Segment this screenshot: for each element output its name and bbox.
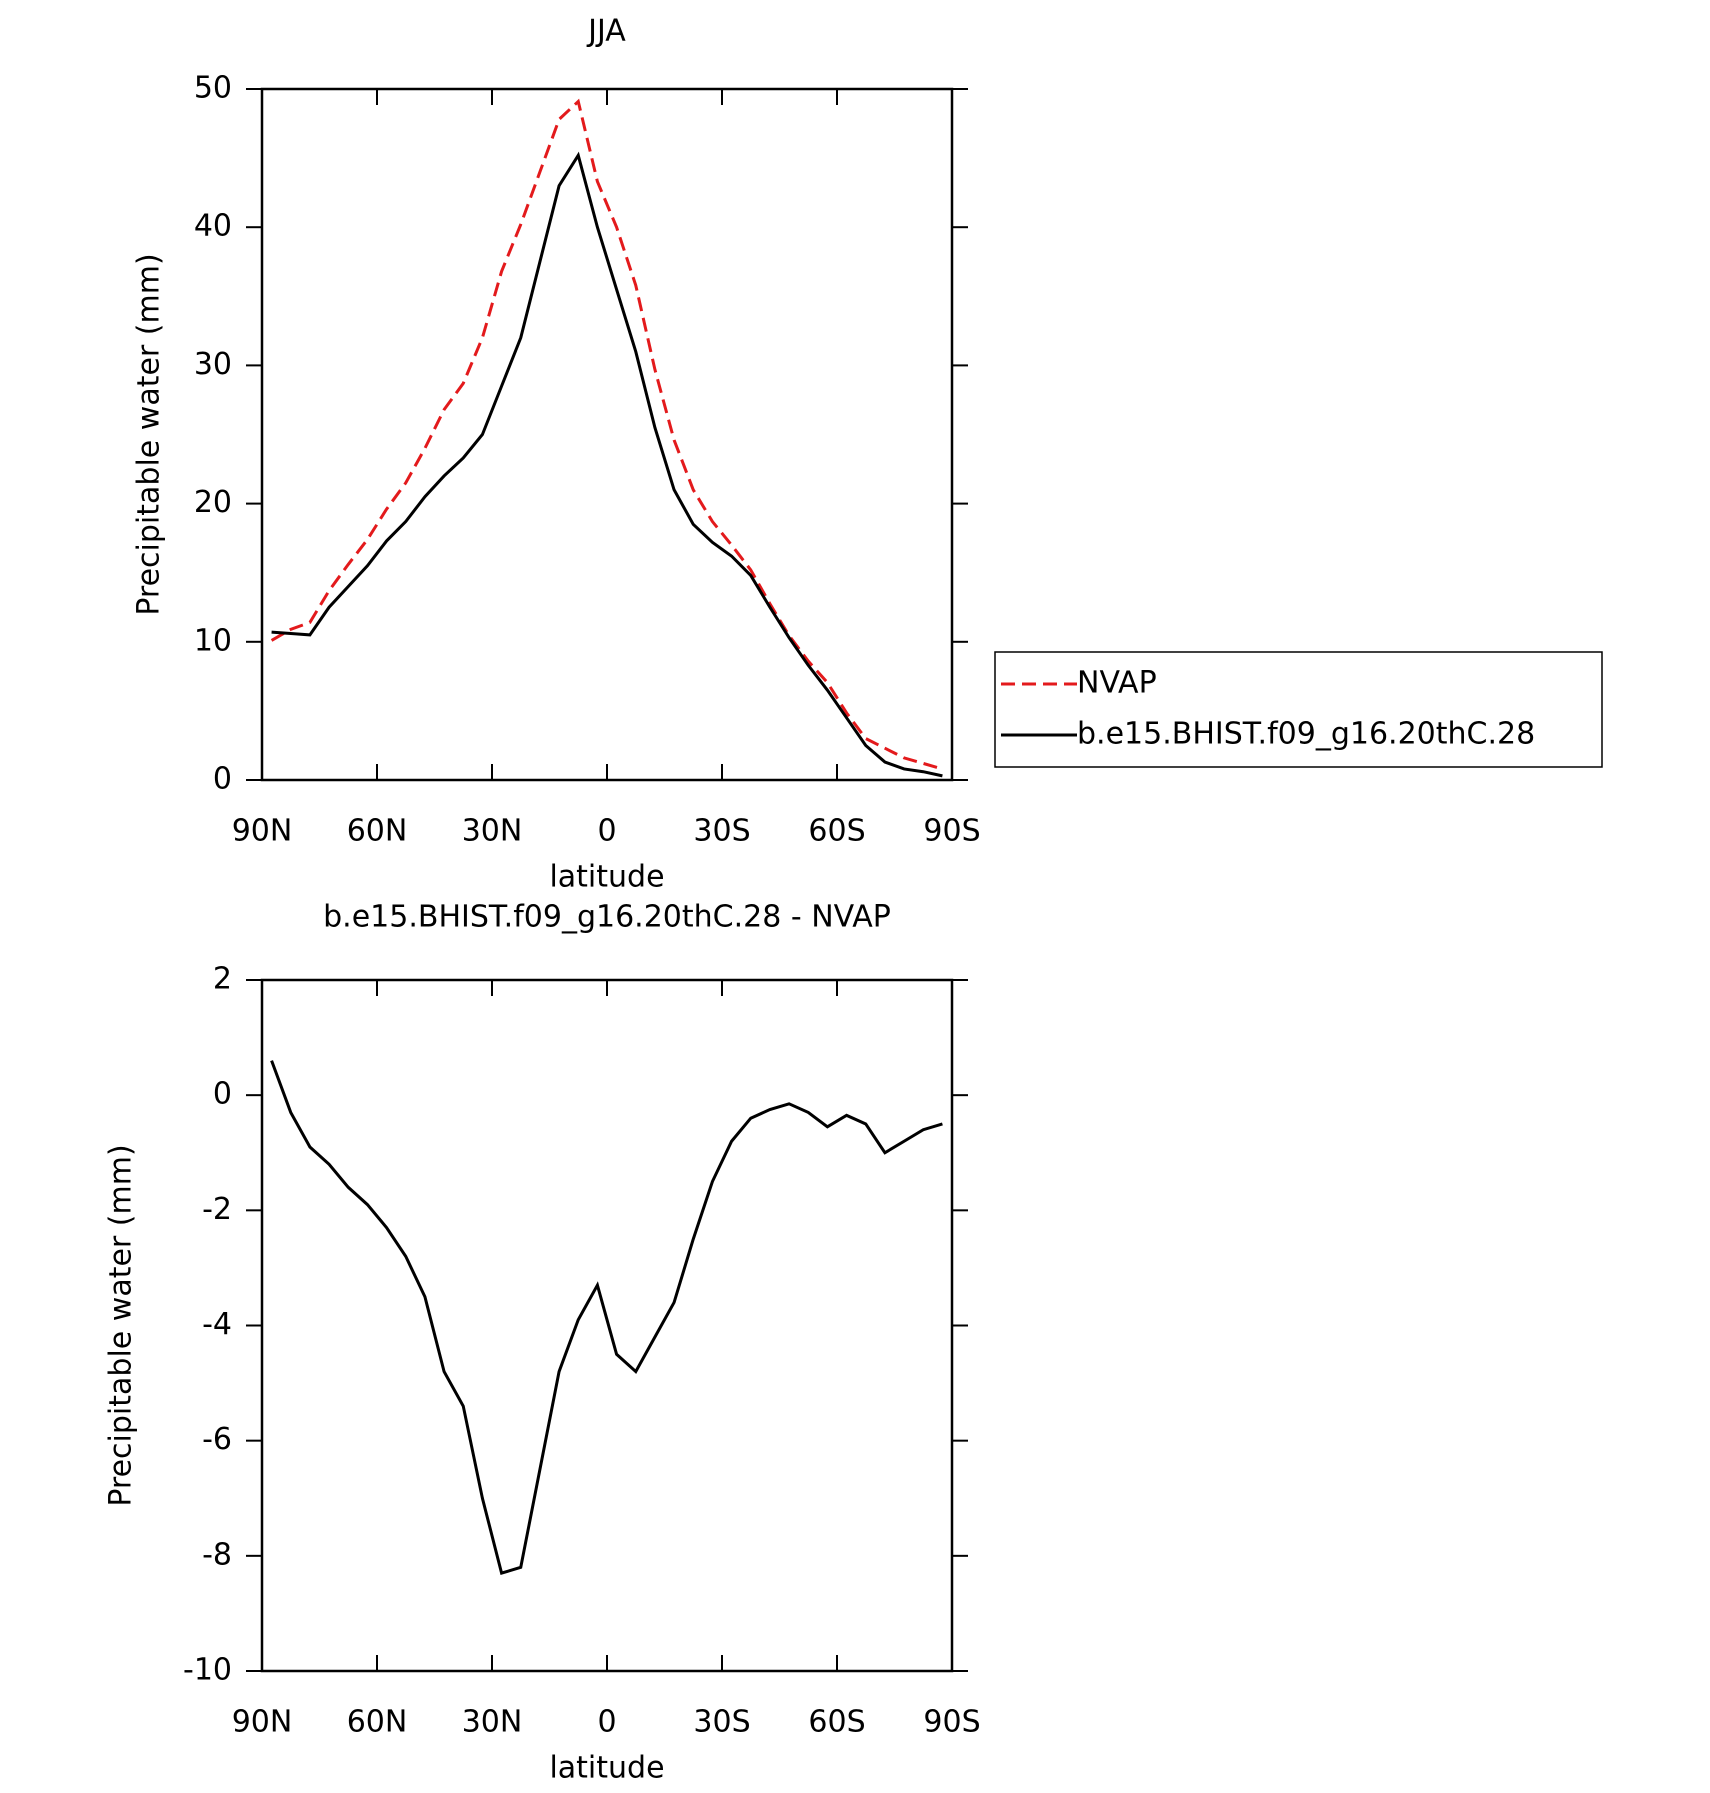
chart-title: JJA: [586, 14, 626, 49]
y-tick-label: 30: [194, 347, 232, 382]
x-axis-label: latitude: [549, 860, 664, 895]
y-tick-label: 40: [194, 209, 232, 244]
x-tick-label: 90S: [923, 814, 980, 849]
y-tick-label: -6: [202, 1422, 232, 1457]
x-tick-label: 90S: [923, 1705, 980, 1740]
data-line: [270, 98, 943, 771]
legend-box: [994, 651, 1603, 768]
chart-title: b.e15.BHIST.f09_g16.20thC.28 - NVAP: [323, 900, 891, 935]
x-tick-label: 90N: [232, 1705, 293, 1740]
x-tick-label: 30N: [462, 1705, 523, 1740]
data-line: [270, 1060, 943, 1575]
legend-label: b.e15.BHIST.f09_g16.20thC.28: [1077, 717, 1535, 752]
x-tick-label: 0: [597, 814, 616, 849]
y-tick-label: -8: [202, 1537, 232, 1572]
y-tick-label: 10: [194, 623, 232, 658]
y-tick-label: 20: [194, 485, 232, 520]
x-tick-label: 90N: [232, 814, 293, 849]
x-tick-label: 60S: [808, 814, 865, 849]
legend-label: NVAP: [1077, 666, 1157, 701]
x-tick-label: 30S: [693, 1705, 750, 1740]
y-tick-label: -10: [183, 1653, 232, 1688]
y-tick-label: 2: [213, 962, 232, 997]
x-tick-label: 30N: [462, 814, 523, 849]
plot-frame: [260, 978, 954, 1673]
x-tick-label: 60N: [347, 1705, 408, 1740]
y-tick-label: 50: [194, 71, 232, 106]
x-axis-label: latitude: [549, 1751, 664, 1786]
x-tick-label: 60N: [347, 814, 408, 849]
plot-frame: [260, 87, 954, 782]
y-tick-label: 0: [213, 762, 232, 797]
y-tick-label: -4: [202, 1307, 232, 1342]
data-line: [271, 151, 943, 778]
y-tick-label: -2: [202, 1192, 232, 1227]
x-tick-label: 60S: [808, 1705, 865, 1740]
y-tick-label: 0: [213, 1077, 232, 1112]
x-tick-label: 30S: [693, 814, 750, 849]
x-tick-label: 0: [597, 1705, 616, 1740]
y-axis-label: Precipitable water (mm): [104, 1144, 139, 1506]
y-axis-label: Precipitable water (mm): [132, 253, 167, 615]
